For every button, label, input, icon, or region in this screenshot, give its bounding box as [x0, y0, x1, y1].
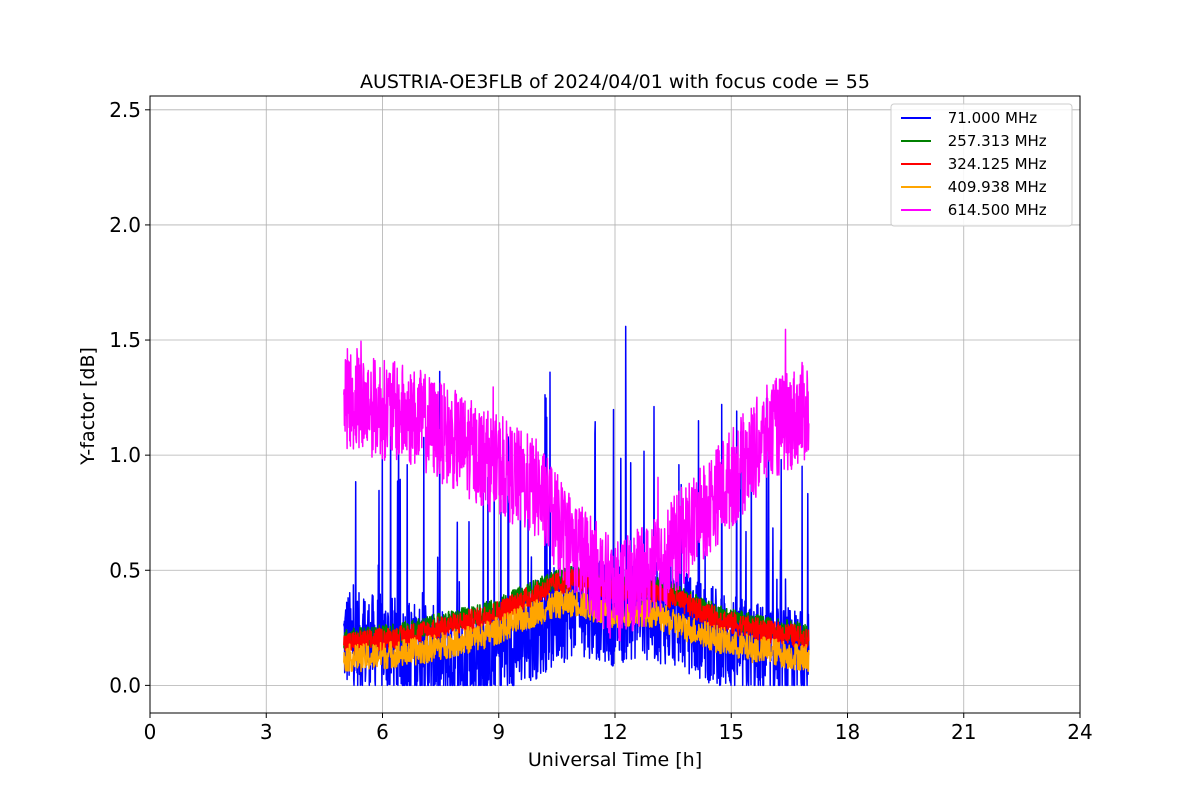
legend-label: 324.125 MHz [943, 155, 1047, 173]
y-tick-label: 1.0 [109, 443, 141, 467]
x-tick-label: 12 [602, 720, 627, 744]
legend-label: 71.000 MHz [943, 109, 1037, 127]
legend-label: 257.313 MHz [943, 132, 1047, 150]
x-axis-label: Universal Time [h] [528, 749, 702, 771]
legend-label: 409.938 MHz [943, 178, 1047, 196]
x-tick-label: 6 [376, 720, 389, 744]
x-tick-label: 9 [492, 720, 505, 744]
y-tick-label: 0.5 [109, 558, 141, 582]
series-layer [343, 325, 810, 687]
x-tick-label: 24 [1067, 720, 1092, 744]
y-tick-label: 2.5 [109, 98, 141, 122]
x-tick-label: 15 [719, 720, 744, 744]
series-line [343, 328, 810, 642]
chart-title: AUSTRIA-OE3FLB of 2024/04/01 with focus … [360, 71, 870, 93]
series-line [343, 567, 810, 653]
legend-box [890, 103, 1073, 227]
x-tick-label: 3 [260, 720, 273, 744]
y-tick-label: 0.0 [109, 673, 141, 697]
y-axis-label: Y-factor [dB] [77, 347, 99, 466]
legend: 71.000 MHz 257.313 MHz 324.125 MHz 409.9… [890, 103, 1073, 227]
y-tick-label: 2.0 [109, 213, 141, 237]
y-tick-label: 1.5 [109, 328, 141, 352]
x-tick-label: 21 [951, 720, 976, 744]
x-tick-label: 18 [835, 720, 860, 744]
series-line [343, 589, 810, 673]
x-tick-label: 0 [144, 720, 157, 744]
axes-layer: 0 3 6 9 12 15 18 21 24 0.0 0.5 1.0 1.5 2.0 2.5 [109, 98, 1093, 744]
legend-label: 614.500 MHz [943, 201, 1047, 219]
